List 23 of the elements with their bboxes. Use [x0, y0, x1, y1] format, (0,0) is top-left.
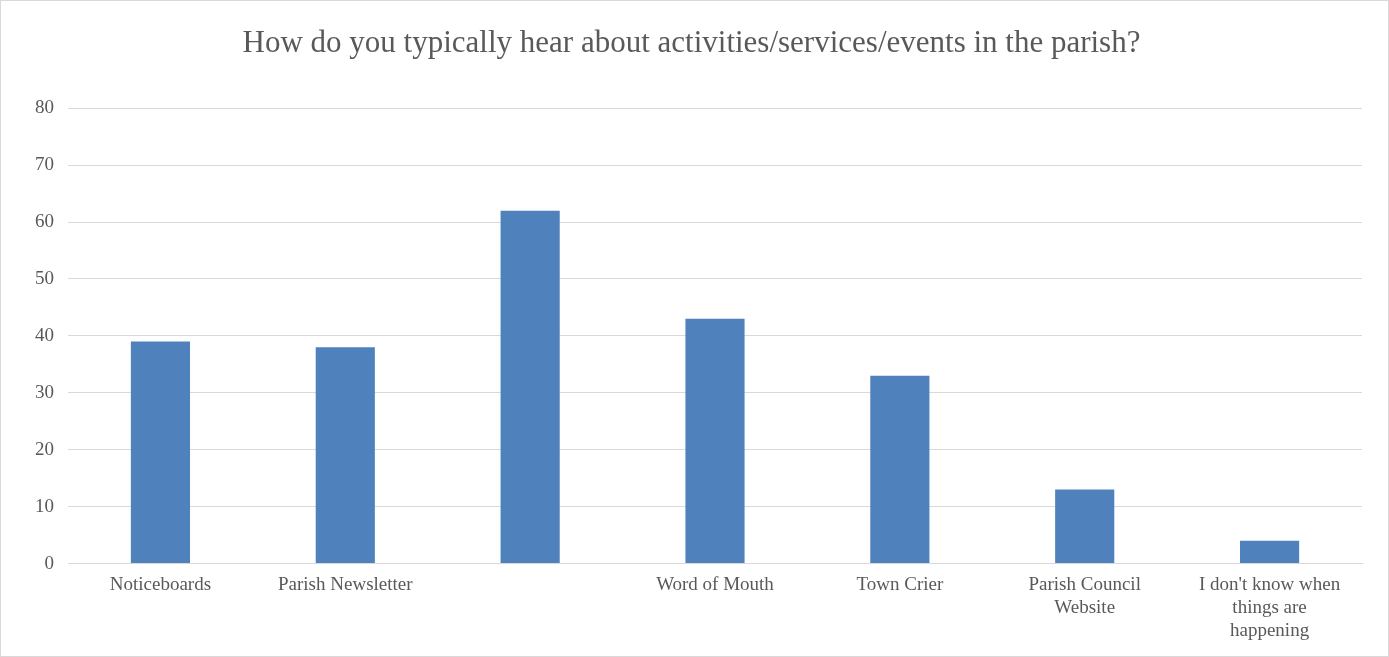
- bar: [1055, 489, 1115, 564]
- x-tick-label: Noticeboards: [109, 572, 212, 594]
- bar: [130, 341, 191, 564]
- bar: [315, 347, 375, 564]
- bar: [685, 318, 745, 564]
- bar: [870, 375, 930, 564]
- x-tick-label: Parish Newsletter: [278, 572, 414, 594]
- bar: [1239, 540, 1300, 564]
- x-tick-label: Town Crier: [856, 572, 944, 594]
- x-tick-label: I don't know when things are happening: [1198, 572, 1341, 640]
- bar: [500, 210, 560, 564]
- y-tick-label: 70: [35, 153, 54, 175]
- y-tick-label: 40: [35, 323, 54, 345]
- x-tick-label: Parish Council Website: [1028, 572, 1141, 617]
- y-tick-label: 50: [35, 266, 54, 288]
- y-tick-label: 30: [35, 380, 54, 402]
- chart-title: How do you typically hear about activities/services/events in the parish?: [242, 23, 1141, 59]
- y-tick-label: 10: [35, 494, 54, 516]
- y-tick-label: 60: [35, 210, 54, 232]
- y-tick-label: 80: [35, 96, 54, 118]
- x-tick-label: Word of Mouth: [656, 572, 775, 594]
- y-tick-label: 0: [44, 551, 54, 573]
- y-tick-label: 20: [35, 437, 54, 459]
